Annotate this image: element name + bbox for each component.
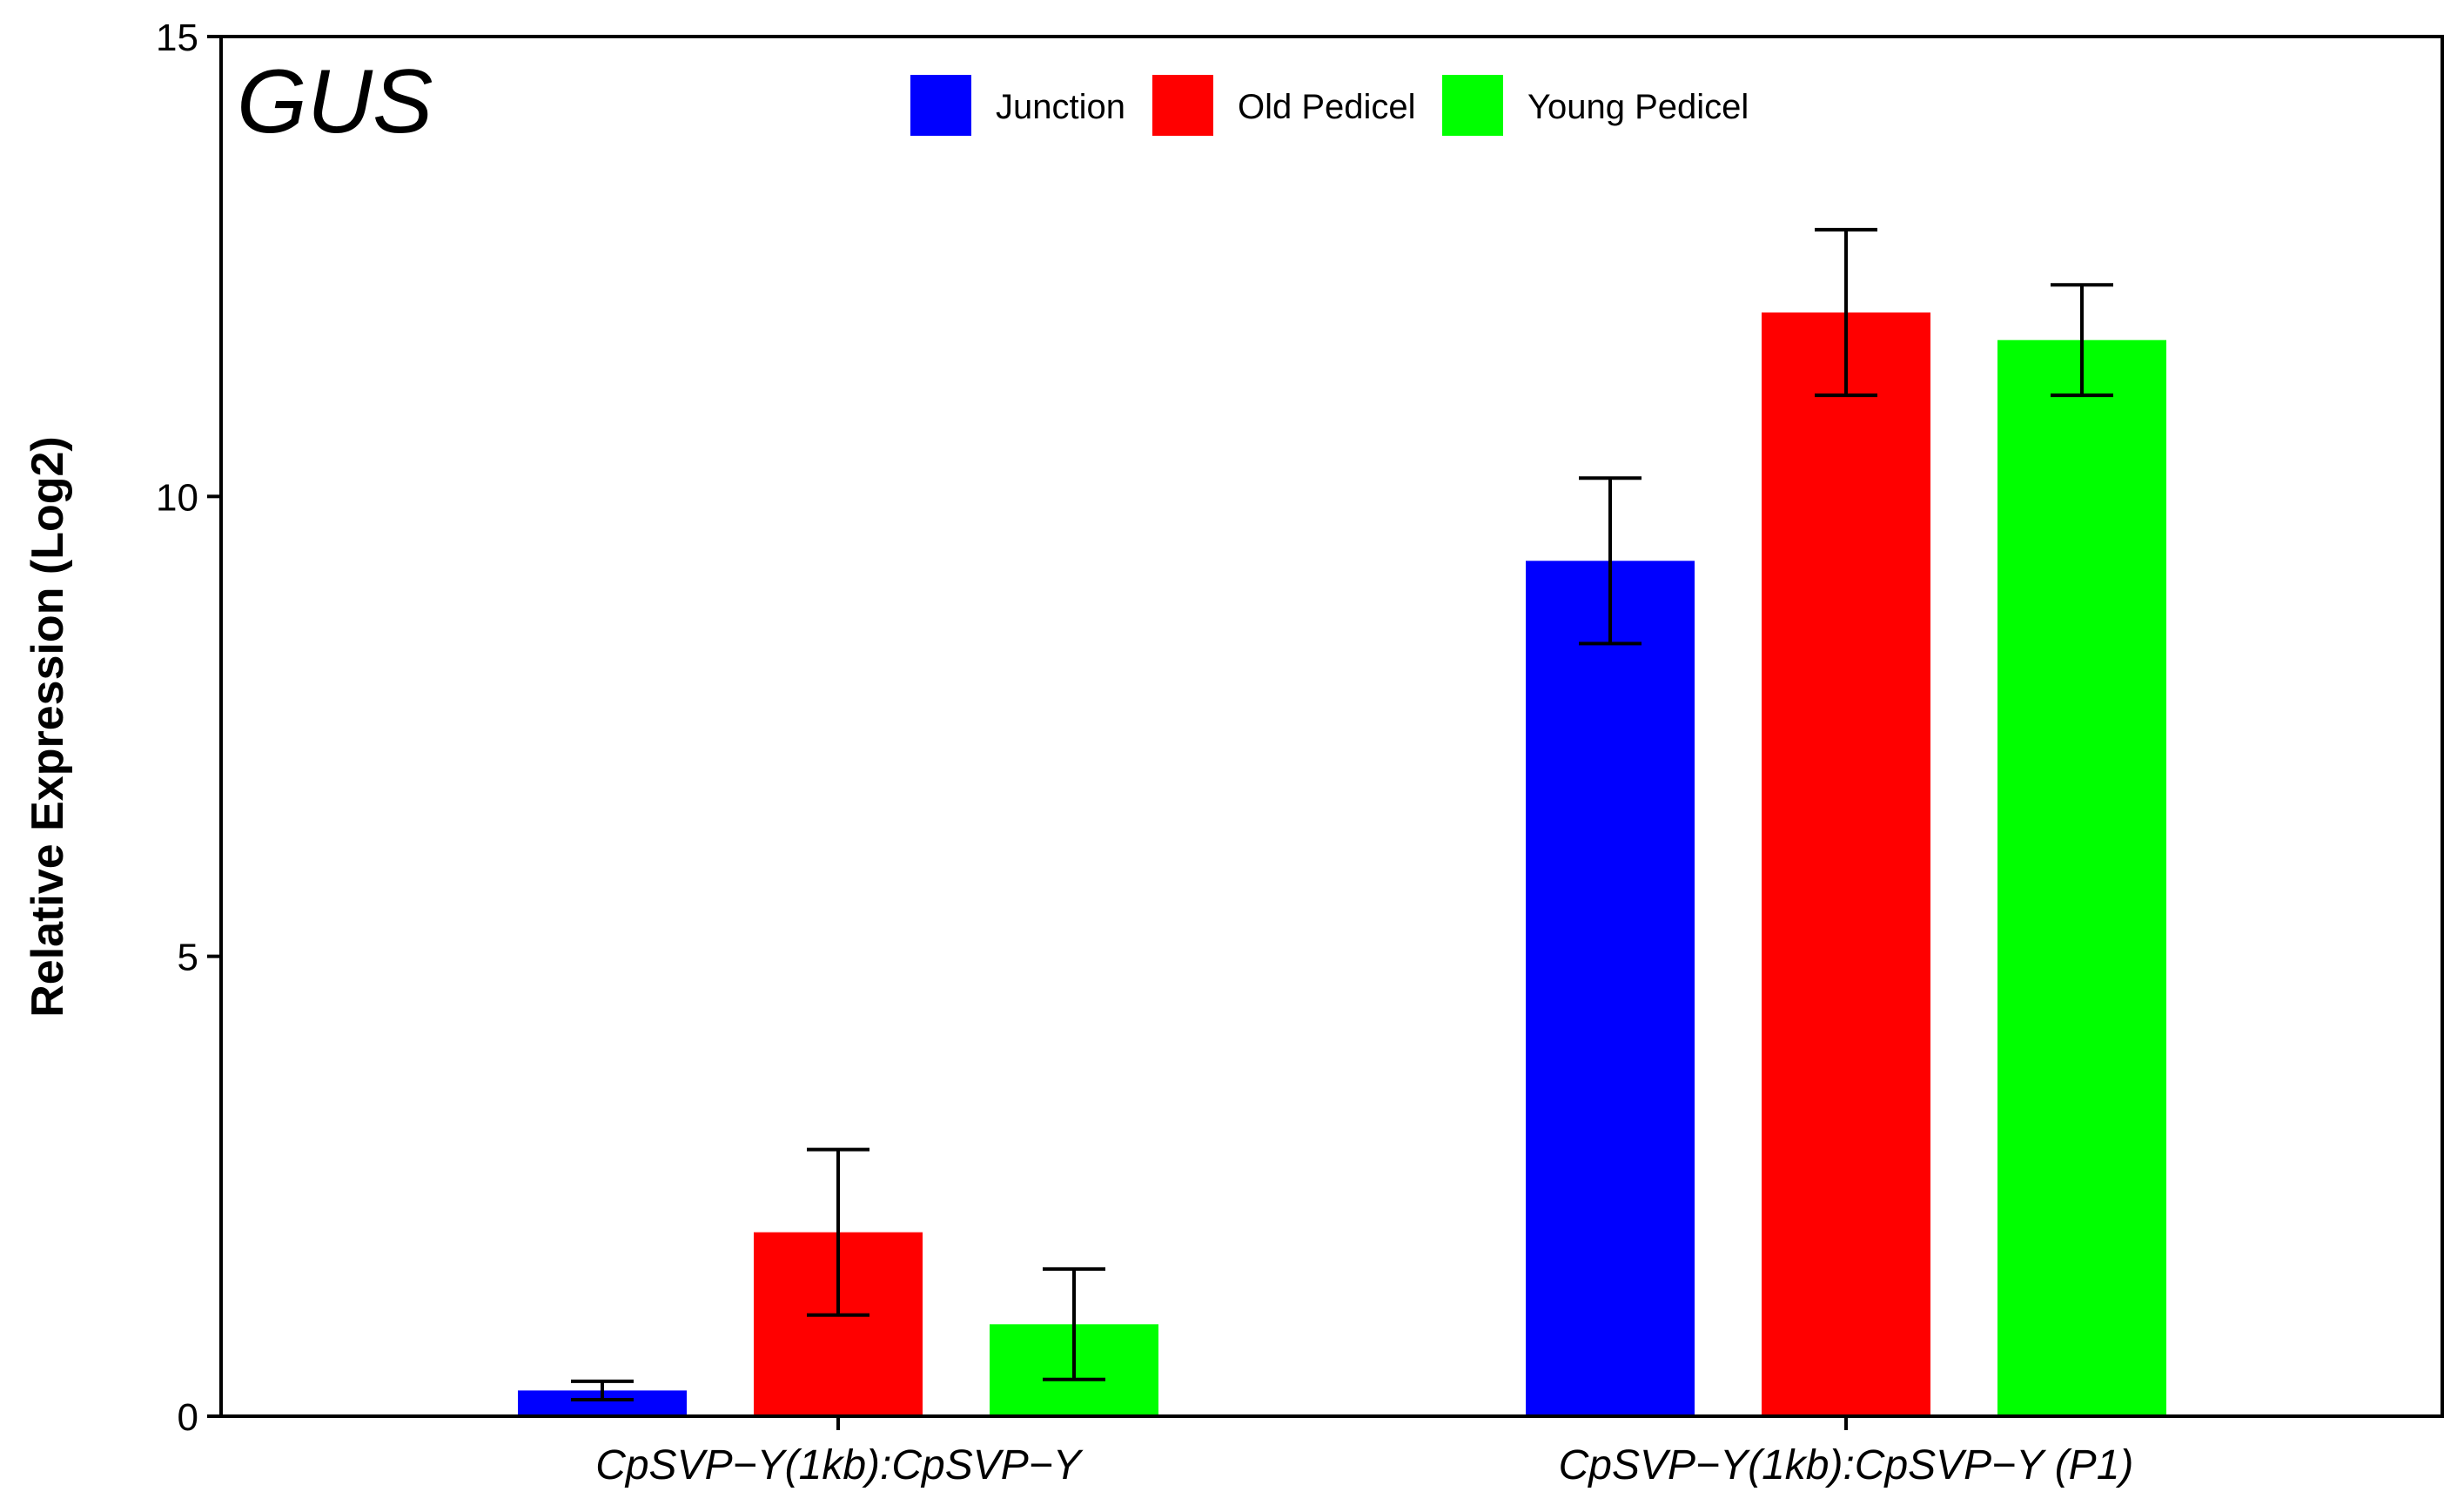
bar (1997, 339, 2166, 1417)
y-tick-label: 0 (178, 1396, 198, 1439)
y-axis-title: Relative Expression (Log2) (23, 436, 73, 1018)
bars-layer (518, 312, 2166, 1417)
y-tick-label: 10 (156, 476, 198, 519)
legend-key (1152, 75, 1213, 136)
x-axis: CpSVP−Y(1kb):CpSVP−Y CpSVP−Y(1kb):CpSVP−Y… (595, 1416, 2133, 1488)
legend-label: Junction (996, 88, 1125, 126)
y-tick-label: 5 (178, 937, 198, 979)
x-tick-label: CpSVP−Y(1kb):CpSVP−Y (P1) (1559, 1442, 2134, 1488)
legend-label: Old Pedicel (1238, 88, 1416, 126)
legend-label: Young Pedicel (1527, 88, 1749, 126)
legend-key (1442, 75, 1503, 136)
panel-title: GUS (237, 51, 433, 152)
bar (1526, 561, 1695, 1416)
legend-key (910, 75, 971, 136)
bar (1762, 312, 1930, 1416)
y-tick-label: 15 (156, 17, 198, 59)
legend: Junction Old Pedicel Young Pedicel (910, 75, 1749, 136)
plot-frame (219, 35, 2444, 1418)
error-bars-layer (571, 227, 2113, 1401)
y-axis: 0 5 10 15 (156, 17, 221, 1439)
x-tick-label: CpSVP−Y(1kb):CpSVP−Y (595, 1442, 1084, 1488)
